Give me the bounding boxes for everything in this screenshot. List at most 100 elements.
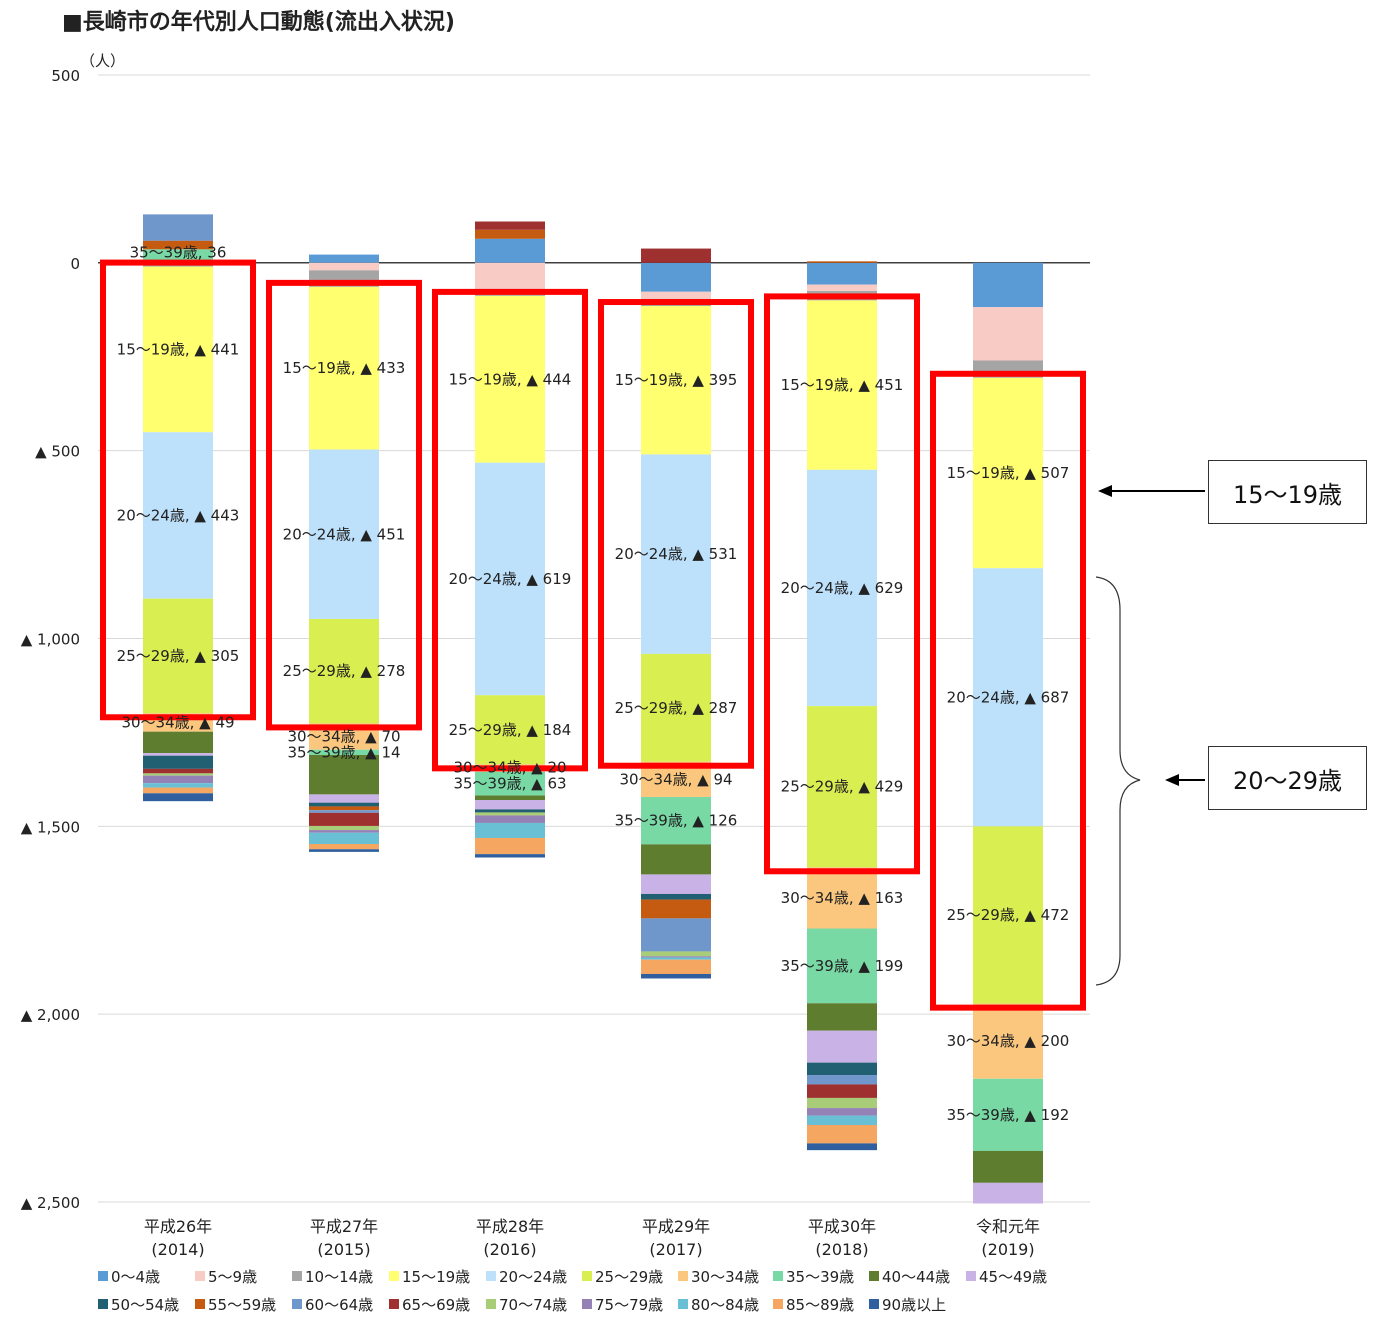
- highlight-box: [598, 299, 754, 769]
- data-label: 35～39歳, ▲ 63: [453, 775, 566, 793]
- bar-segment: [309, 754, 379, 795]
- bar-segment: [641, 262, 711, 292]
- data-label: 30～34歳, ▲ 70: [287, 728, 400, 746]
- bar-segment: [973, 826, 1043, 1004]
- legend-swatch: [966, 1271, 976, 1281]
- bar-segment: [641, 874, 711, 894]
- x-category-label: (2015): [317, 1240, 370, 1259]
- x-category-label: 平成28年: [476, 1217, 544, 1236]
- bar-segment: [309, 812, 379, 826]
- legend-label: 15～19歳: [402, 1268, 470, 1286]
- bar-segment: [641, 957, 711, 960]
- legend-swatch: [195, 1299, 205, 1309]
- data-label: 30～34歳, ▲ 200: [947, 1032, 1070, 1050]
- bar-segment: [641, 653, 711, 762]
- data-label: 20～24歳, ▲ 451: [283, 525, 406, 543]
- legend-label: 90歳以上: [882, 1296, 946, 1314]
- bar-segment: [807, 928, 877, 1004]
- bar-segment: [475, 229, 545, 239]
- data-label: 15～19歳, ▲ 444: [449, 370, 572, 388]
- bar-segment: [641, 893, 711, 900]
- bar-segment: [807, 284, 877, 292]
- data-label: 15～19歳, ▲ 451: [781, 376, 904, 394]
- y-tick-label: 500: [51, 67, 80, 85]
- bar-segment: [807, 1115, 877, 1125]
- y-tick-label: ▲ 2,000: [21, 1006, 80, 1024]
- bar-segment: [807, 867, 877, 929]
- bar-segment: [807, 706, 877, 868]
- bar-segment: [475, 238, 545, 263]
- bar-segment: [641, 291, 711, 299]
- x-category-label: (2017): [649, 1240, 702, 1259]
- legend-label: 40～44歳: [882, 1268, 950, 1286]
- bar-segment: [143, 775, 213, 784]
- bar-segment: [309, 832, 379, 844]
- bar-segment: [475, 795, 545, 801]
- bar-segment: [475, 695, 545, 765]
- x-category-label: (2014): [151, 1240, 204, 1259]
- brace: [1095, 576, 1141, 986]
- bar-segment: [143, 266, 213, 433]
- bar-segment: [143, 731, 213, 754]
- data-label: 30～34歳, ▲ 163: [781, 889, 904, 907]
- bar-segment: [475, 221, 545, 230]
- y-tick-label: 0: [70, 255, 80, 273]
- bar-segment: [143, 783, 213, 788]
- arrow-head: [1165, 774, 1179, 786]
- x-category-label: 平成27年: [310, 1217, 378, 1236]
- bar-segment: [309, 810, 379, 813]
- bar-segment: [973, 262, 1043, 308]
- bar-segment: [143, 240, 213, 250]
- legend-label: 30～34歳: [691, 1268, 759, 1286]
- bar-segment: [641, 844, 711, 875]
- data-label: 15～19歳, ▲ 441: [117, 340, 240, 358]
- highlight-box: [100, 259, 256, 721]
- legend-swatch: [389, 1271, 399, 1281]
- legend-swatch: [389, 1299, 399, 1309]
- bar-segment: [309, 802, 379, 807]
- legend-label: 45～49歳: [979, 1268, 1047, 1286]
- bar-segment: [475, 262, 545, 291]
- bar-segment: [807, 1108, 877, 1116]
- legend-label: 25～29歳: [595, 1268, 663, 1286]
- data-label: 25～29歳, ▲ 305: [117, 647, 240, 665]
- legend-label: 65～69歳: [402, 1296, 470, 1314]
- highlight-box: [432, 288, 588, 772]
- legend-label: 60～64歳: [305, 1296, 373, 1314]
- legend-label: 0～4歳: [111, 1268, 160, 1286]
- bar-segment: [973, 1078, 1043, 1151]
- bar-segment: [641, 959, 711, 974]
- bar-segment: [475, 800, 545, 810]
- bar-segment: [475, 809, 545, 813]
- bar-segment: [807, 1062, 877, 1076]
- bar-segment: [475, 812, 545, 816]
- bar-segment: [143, 214, 213, 241]
- bar-segment: [807, 469, 877, 707]
- data-label: 25～29歳, ▲ 287: [615, 699, 738, 717]
- data-label: 30～34歳, ▲ 94: [619, 770, 732, 788]
- data-label: 35～39歳, 36: [130, 243, 227, 261]
- bar-segment: [973, 1182, 1043, 1204]
- y-tick-label: ▲ 1,500: [21, 818, 80, 836]
- bar-segment: [309, 825, 379, 831]
- legend-label: 50～54歳: [111, 1296, 179, 1314]
- bar-segment: [973, 1150, 1043, 1183]
- data-label: 25～29歳, ▲ 184: [449, 721, 572, 739]
- bar-segment: [641, 899, 711, 919]
- highlight-box: [930, 370, 1086, 1011]
- x-category-label: 平成26年: [144, 1217, 212, 1236]
- bar-segment: [143, 753, 213, 756]
- data-label: 35～39歳, ▲ 126: [615, 812, 738, 830]
- bar-segment: [309, 794, 379, 803]
- x-category-label: (2016): [483, 1240, 536, 1259]
- bar-segment: [807, 1097, 877, 1109]
- data-label: 20～24歳, ▲ 687: [947, 688, 1070, 706]
- x-category-label: (2019): [981, 1240, 1034, 1259]
- bar-segment: [641, 454, 711, 654]
- data-label: 15～19歳, ▲ 395: [615, 371, 738, 389]
- data-label: 25～29歳, ▲ 429: [781, 778, 904, 796]
- bar-segment: [309, 830, 379, 833]
- bar-segment: [475, 462, 545, 696]
- bar-segment: [309, 806, 379, 811]
- bar-segment: [807, 1030, 877, 1063]
